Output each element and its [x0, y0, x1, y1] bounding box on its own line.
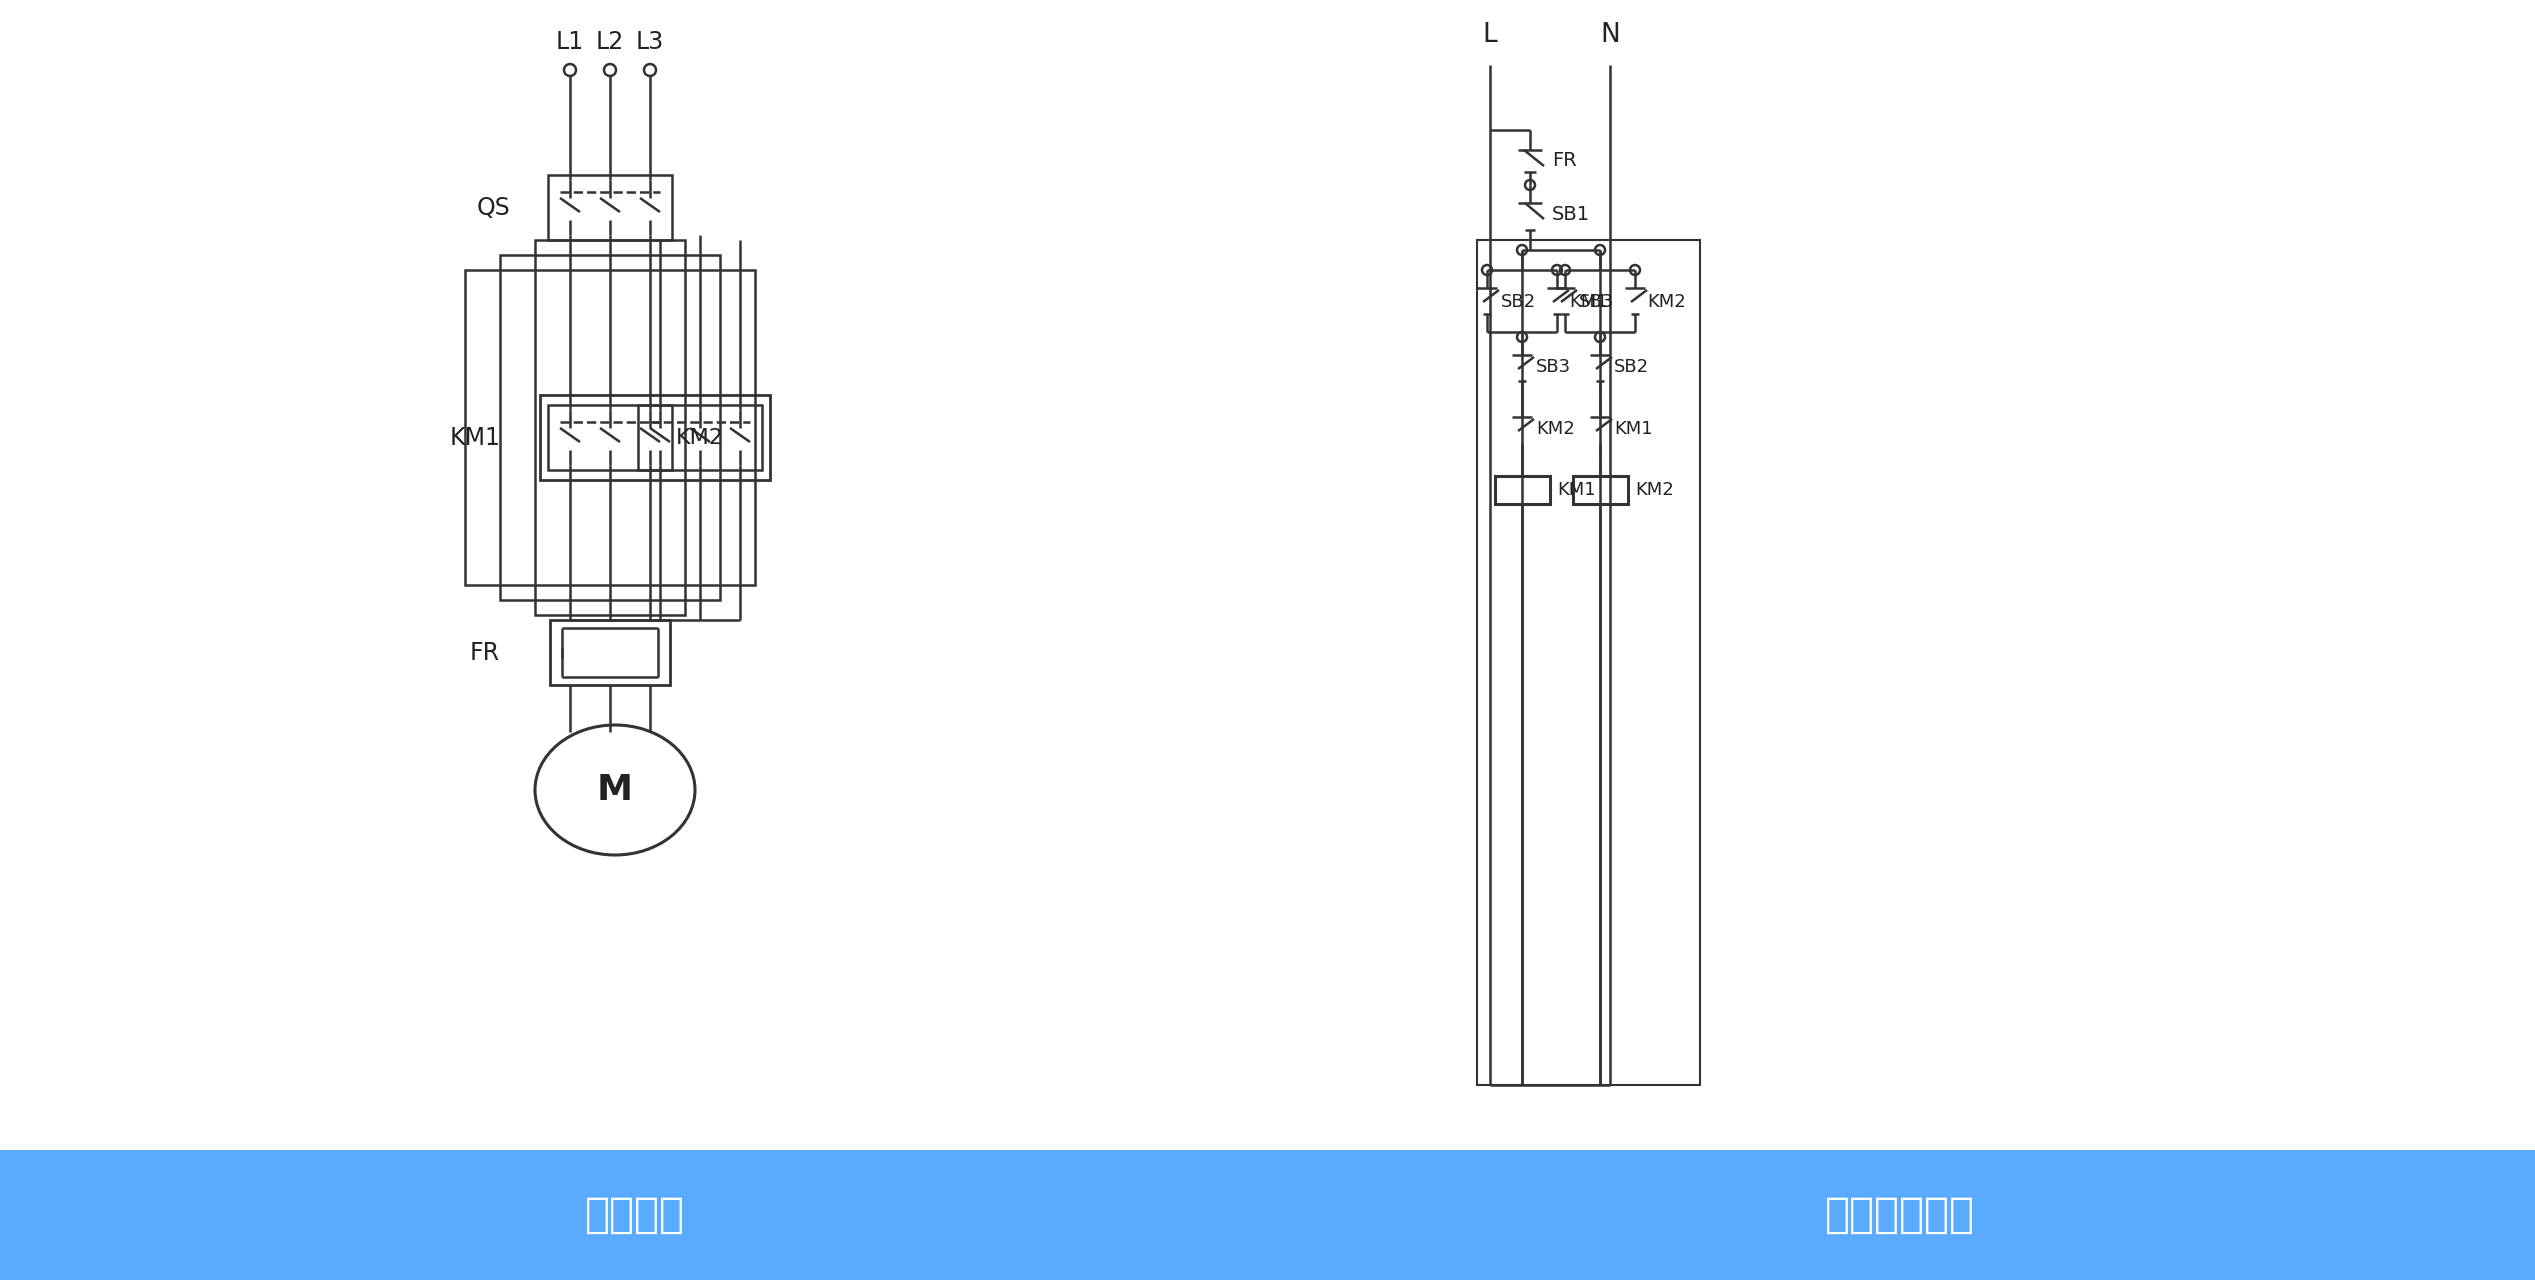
- Text: L2: L2: [596, 29, 624, 54]
- Text: SB2: SB2: [1615, 358, 1650, 376]
- Bar: [0, 0, 2535, 1149]
- Bar: [639, 404, 763, 470]
- Text: SB2: SB2: [1501, 293, 1536, 311]
- Text: KM2: KM2: [1635, 481, 1673, 499]
- Bar: [548, 404, 672, 470]
- Text: KM1: KM1: [1615, 420, 1653, 438]
- Text: KM2: KM2: [1648, 293, 1686, 311]
- Text: KM1: KM1: [449, 426, 499, 451]
- Bar: [548, 175, 672, 241]
- Bar: [499, 255, 720, 600]
- Bar: [540, 396, 771, 480]
- Text: 主回路图: 主回路图: [586, 1194, 684, 1236]
- Bar: [550, 620, 669, 685]
- Text: N: N: [1600, 22, 1620, 47]
- Text: QS: QS: [477, 196, 510, 220]
- Text: L3: L3: [636, 29, 664, 54]
- Text: SB3: SB3: [1536, 358, 1572, 376]
- Text: KM2: KM2: [1536, 420, 1574, 438]
- Text: KM1: KM1: [1556, 481, 1595, 499]
- Bar: [464, 270, 755, 585]
- Text: FR: FR: [1551, 151, 1577, 169]
- Text: SB1: SB1: [1551, 206, 1589, 224]
- Text: L: L: [1483, 22, 1498, 47]
- Bar: [1478, 241, 1701, 1085]
- Bar: [1496, 476, 1549, 504]
- Text: SB3: SB3: [1579, 293, 1615, 311]
- Text: KM2: KM2: [677, 428, 725, 448]
- Bar: [0, 1149, 2535, 1280]
- Text: 控制回路电路: 控制回路电路: [1825, 1194, 1975, 1236]
- Text: FR: FR: [469, 641, 499, 666]
- Text: KM1: KM1: [1569, 293, 1607, 311]
- Text: M: M: [598, 773, 634, 806]
- Text: L1: L1: [555, 29, 583, 54]
- Bar: [535, 241, 684, 614]
- Bar: [1574, 476, 1627, 504]
